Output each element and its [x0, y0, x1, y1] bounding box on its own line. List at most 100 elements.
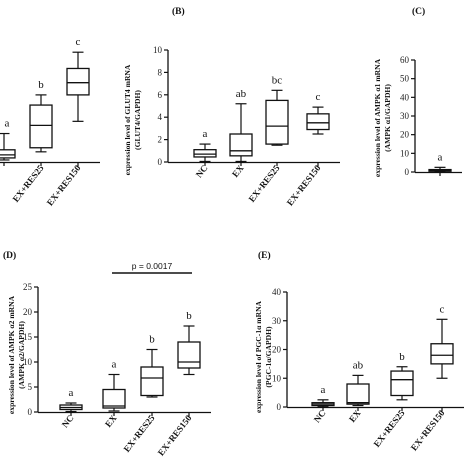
y-tick-label: 8 — [158, 67, 163, 77]
box-plot: b — [177, 310, 201, 376]
panel-a-partially-visible-: EX+RES25 EX+RES150 b c a — [0, 36, 100, 208]
y-tick-label: 0 — [28, 407, 33, 417]
x-tick-label: EX — [230, 163, 246, 179]
box-plot: bc — [265, 74, 289, 146]
box-plot: a — [311, 384, 335, 408]
significance-letter: a — [203, 128, 208, 140]
panel-label-e: (E) — [258, 250, 271, 261]
p-value-annotation: p = 0.0017 — [132, 261, 173, 271]
y-tick-label: 10 — [400, 148, 410, 158]
box-plot: b — [140, 334, 164, 398]
x-tick-label: EX+RES25 — [247, 163, 282, 204]
box-iqr — [430, 343, 454, 365]
box-plot: b — [29, 79, 53, 153]
box-plot: ab — [229, 88, 253, 163]
y-tick-label: 6 — [158, 90, 163, 100]
y-tick-label: 15 — [23, 332, 33, 342]
ylabel-d: expression level of AMPK α2 mRNA (AMPK α… — [7, 295, 26, 414]
x-tick-label: EX+RES25 — [11, 163, 46, 204]
x-tick-label: NC — [194, 163, 210, 179]
x-tick-label: NC — [312, 408, 328, 424]
significance-letter: a — [69, 387, 74, 399]
box-iqr — [193, 149, 217, 158]
y-tick-label: 25 — [23, 282, 33, 292]
y-tick-label: 0 — [158, 157, 163, 167]
panel-label-b: (B) — [172, 6, 185, 17]
y-tick-label: 0 — [405, 167, 410, 177]
y-tick-label: 10 — [153, 45, 163, 55]
box-iqr — [102, 388, 126, 409]
ylabel-b: expression level of GLUT4 mRNA (GLUT4/GA… — [123, 64, 142, 175]
ylabel-c-main: expression level of AMPK α1 mRNA — [373, 58, 382, 177]
x-tick-label: EX+RES150 — [409, 408, 447, 453]
significance-letter: c — [76, 36, 81, 48]
y-tick-label: 30 — [272, 316, 282, 326]
significance-letter: ab — [353, 359, 364, 371]
y-tick-label: 10 — [272, 373, 282, 383]
ylabel-e: expression level of PGC-1α mRNA (PGC-1α/… — [254, 300, 273, 413]
y-tick-label: 20 — [23, 307, 33, 317]
panel-d: 0 5 10 15 20 25 NC EX EX+RES25 EX+RES150 a a b b — [23, 282, 211, 458]
ylabel-c: expression level of AMPK α1 mRNA (AMPK α… — [373, 58, 392, 177]
box-iqr — [306, 113, 330, 131]
x-tick-label: EX+RES150 — [285, 163, 323, 208]
ylabel-e-sub: (PGC-1α/GAPDH) — [264, 326, 273, 388]
x-tick-label: EX — [347, 408, 363, 424]
y-tick-label: 10 — [23, 357, 33, 367]
panel-label-c: (C) — [412, 6, 425, 17]
box-iqr — [0, 149, 16, 159]
ylabel-c-sub: (AMPK α1/GAPDH) — [383, 84, 392, 152]
significance-letter: ab — [236, 88, 247, 100]
box-iqr — [346, 383, 370, 405]
x-tick-label: EX — [103, 413, 119, 429]
box-iqr — [140, 366, 164, 397]
panel-label-d: (D) — [3, 250, 16, 261]
significance-letter: b — [149, 334, 155, 346]
x-tick-label: EX+RES25 — [372, 408, 407, 449]
y-tick-label: 40 — [272, 287, 282, 297]
box-plot: b — [390, 351, 414, 401]
y-tick-label: 50 — [400, 74, 410, 84]
significance-letter: c — [440, 303, 445, 315]
y-tick-label: 60 — [400, 55, 410, 65]
significance-letter: b — [399, 351, 405, 363]
y-tick-label: 4 — [158, 112, 163, 122]
box-iqr — [29, 104, 53, 149]
significance-letter: a — [321, 384, 326, 396]
x-tick-label: EX+RES150 — [45, 163, 83, 208]
y-tick-label: 20 — [400, 130, 410, 140]
box-iqr — [177, 341, 201, 369]
box-plot: a — [59, 387, 83, 413]
box-plot: a — [428, 151, 452, 173]
ylabel-b-main: expression level of GLUT4 mRNA — [123, 64, 132, 175]
y-tick-label: 30 — [400, 111, 410, 121]
significance-letter: c — [316, 91, 321, 103]
y-tick-label: 0 — [277, 402, 282, 412]
x-tick-label: EX+RES150 — [156, 413, 194, 458]
box-plot: ab — [346, 359, 370, 407]
significance-letter: b — [38, 79, 44, 91]
ylabel-d-main: expression level of AMPK α2 mRNA — [7, 295, 16, 414]
panel-b: 0 2 4 6 8 10 NC EX EX+RES25 EX+RES150 a ab bc c — [153, 45, 340, 208]
panel-c: 0 10 20 30 40 50 60 a — [400, 55, 462, 177]
ylabel-d-sub: (AMPK α2/GAPDH) — [17, 321, 26, 389]
significance-letter: bc — [272, 74, 283, 86]
box-iqr — [66, 67, 90, 96]
box-iqr — [229, 133, 253, 157]
y-tick-label: 20 — [272, 345, 282, 355]
panel-e: 0 10 20 30 40 NC EX EX+RES25 EX+RES150 a ab b c — [272, 287, 464, 453]
y-tick-label: 2 — [158, 135, 163, 145]
y-tick-label: 5 — [28, 382, 33, 392]
y-tick-label: 40 — [400, 92, 410, 102]
box-plot: c — [430, 303, 454, 379]
box-plot: c — [306, 91, 330, 135]
significance-letter: a — [438, 151, 443, 163]
significance-letter: a — [112, 359, 117, 371]
significance-letter: a — [5, 118, 10, 130]
box-plot: a — [102, 359, 126, 412]
significance-letter: b — [186, 310, 192, 322]
x-tick-label: EX+RES25 — [122, 413, 157, 454]
box-iqr — [390, 370, 414, 397]
